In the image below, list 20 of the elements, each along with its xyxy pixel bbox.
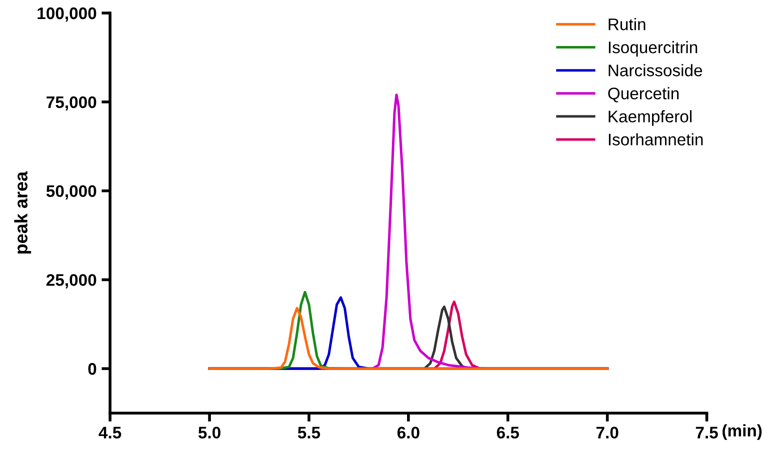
- y-tick-label: 25,000: [46, 274, 96, 288]
- legend-label: Isoquercitrin: [608, 41, 698, 57]
- legend-label: Kaempferol: [608, 110, 692, 126]
- legend-label: Narcissoside: [608, 64, 702, 76]
- legend-label: Rutin: [608, 18, 646, 30]
- x-axis-title: (min): [722, 424, 762, 440]
- y-tick-label: 0: [88, 363, 96, 375]
- y-tick-label: 100,000: [38, 7, 96, 22]
- y-tick-label: 50,000: [46, 185, 96, 200]
- x-tick-label: 7.0: [596, 426, 618, 439]
- y-tick-label: 75,000: [46, 96, 96, 111]
- x-tick-label: 7.5: [696, 426, 718, 439]
- x-tick-label: 6.5: [496, 426, 520, 439]
- x-tick-label: 6.0: [397, 426, 420, 439]
- x-tick-label: 4.5: [98, 426, 122, 439]
- x-tick-label: 5.5: [298, 426, 320, 439]
- y-axis-title: peak area: [14, 171, 32, 254]
- x-tick-label: 5.0: [198, 426, 220, 439]
- legend-label: Quercetin: [608, 87, 679, 102]
- legend-label: Isorhamnetin: [608, 133, 703, 146]
